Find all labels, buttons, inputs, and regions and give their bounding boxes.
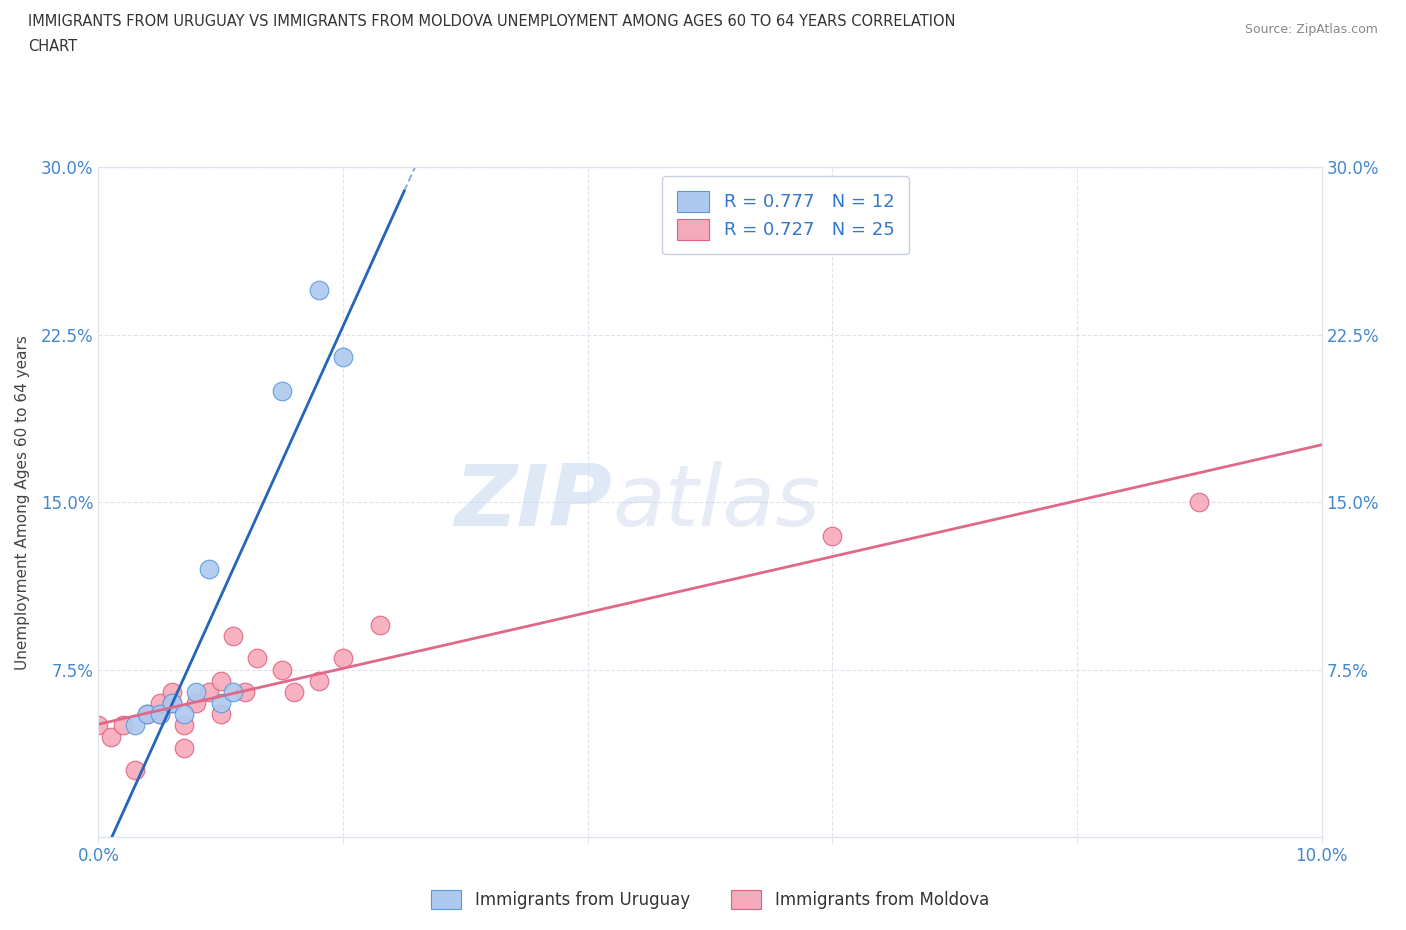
Point — [308, 673, 330, 688]
Point — [233, 684, 256, 699]
Point — [222, 684, 245, 699]
Point — [332, 651, 354, 666]
Point — [136, 707, 159, 722]
Point — [100, 729, 122, 744]
Point — [270, 662, 292, 677]
Point — [209, 673, 232, 688]
Point — [173, 740, 195, 755]
Point — [149, 707, 172, 722]
Point — [173, 718, 195, 733]
Point — [186, 696, 208, 711]
Point — [160, 696, 183, 711]
Point — [160, 684, 183, 699]
Point — [111, 718, 134, 733]
Legend: Immigrants from Uruguay, Immigrants from Moldova: Immigrants from Uruguay, Immigrants from… — [425, 884, 995, 916]
Point — [197, 562, 219, 577]
Point — [332, 350, 354, 365]
Y-axis label: Unemployment Among Ages 60 to 64 years: Unemployment Among Ages 60 to 64 years — [15, 335, 30, 670]
Point — [222, 629, 245, 644]
Point — [87, 718, 110, 733]
Point — [149, 696, 172, 711]
Point — [136, 707, 159, 722]
Text: IMMIGRANTS FROM URUGUAY VS IMMIGRANTS FROM MOLDOVA UNEMPLOYMENT AMONG AGES 60 TO: IMMIGRANTS FROM URUGUAY VS IMMIGRANTS FR… — [28, 14, 956, 29]
Point — [124, 718, 146, 733]
Point — [124, 763, 146, 777]
Text: ZIP: ZIP — [454, 460, 612, 544]
Point — [160, 696, 183, 711]
Point — [209, 707, 232, 722]
Point — [368, 618, 391, 632]
Point — [283, 684, 305, 699]
Point — [186, 684, 208, 699]
Point — [246, 651, 269, 666]
Point — [821, 528, 844, 543]
Point — [173, 707, 195, 722]
Point — [209, 696, 232, 711]
Point — [1188, 495, 1211, 510]
Text: CHART: CHART — [28, 39, 77, 54]
Point — [149, 707, 172, 722]
Point — [308, 283, 330, 298]
Point — [270, 383, 292, 398]
Text: atlas: atlas — [612, 460, 820, 544]
Text: Source: ZipAtlas.com: Source: ZipAtlas.com — [1244, 23, 1378, 36]
Point — [197, 684, 219, 699]
